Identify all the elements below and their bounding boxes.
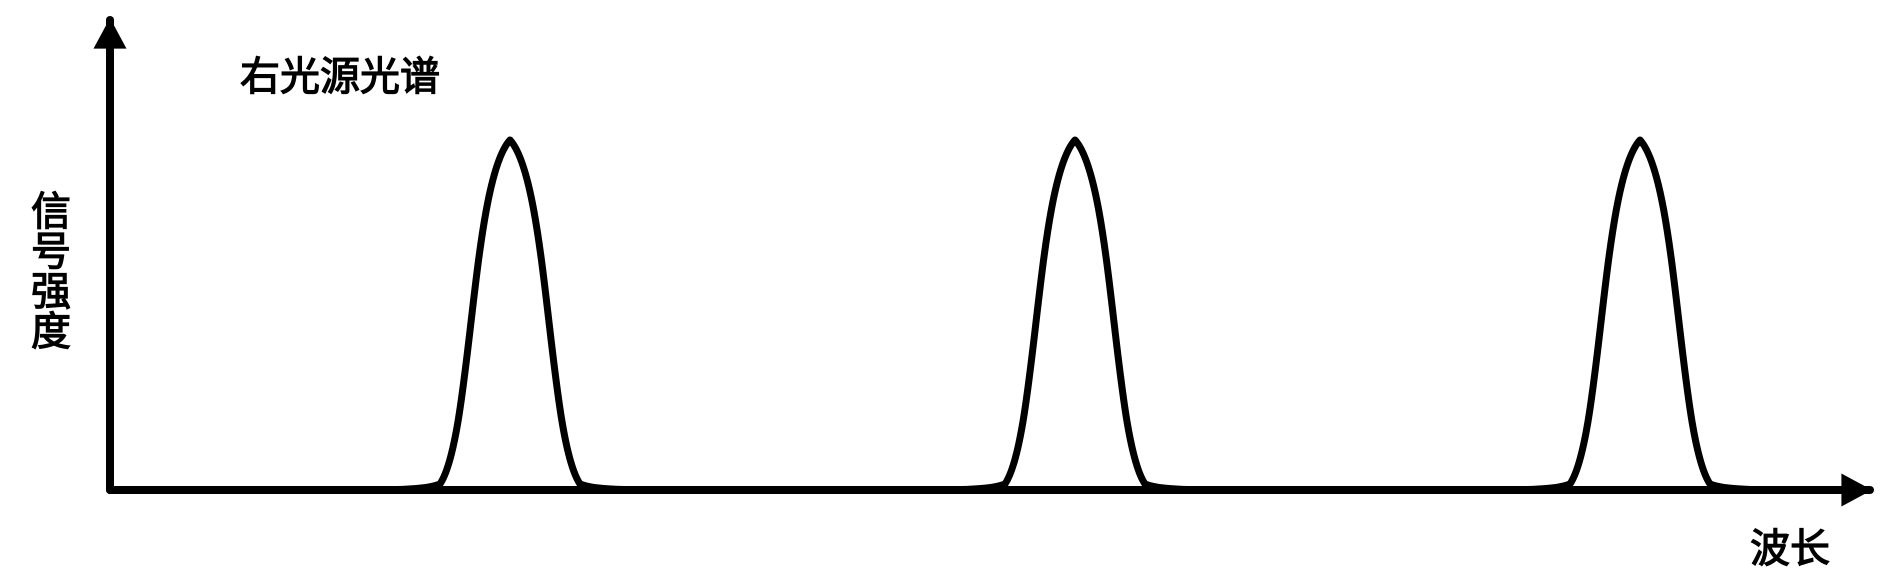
- chart-title: 右光源光谱: [240, 44, 440, 102]
- spectrum-peak: [330, 140, 690, 490]
- spectrum-peak: [895, 140, 1255, 490]
- y-axis-label: 信号强度: [18, 190, 76, 350]
- spectrum-peak: [1460, 140, 1820, 490]
- spectrum-chart: 信号强度 波长 右光源光谱: [0, 0, 1900, 584]
- x-axis-label: 波长: [1750, 516, 1830, 574]
